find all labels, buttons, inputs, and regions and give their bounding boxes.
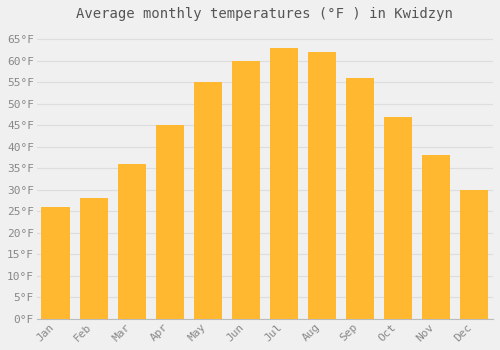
Bar: [346, 78, 374, 319]
Bar: [384, 117, 412, 319]
Bar: [118, 164, 146, 319]
Bar: [156, 125, 184, 319]
Bar: [42, 207, 70, 319]
Bar: [270, 48, 298, 319]
Title: Average monthly temperatures (°F ) in Kwidzyn: Average monthly temperatures (°F ) in Kw…: [76, 7, 454, 21]
Bar: [422, 155, 450, 319]
Bar: [460, 190, 488, 319]
Bar: [308, 52, 336, 319]
Bar: [80, 198, 108, 319]
Bar: [232, 61, 260, 319]
Bar: [194, 82, 222, 319]
